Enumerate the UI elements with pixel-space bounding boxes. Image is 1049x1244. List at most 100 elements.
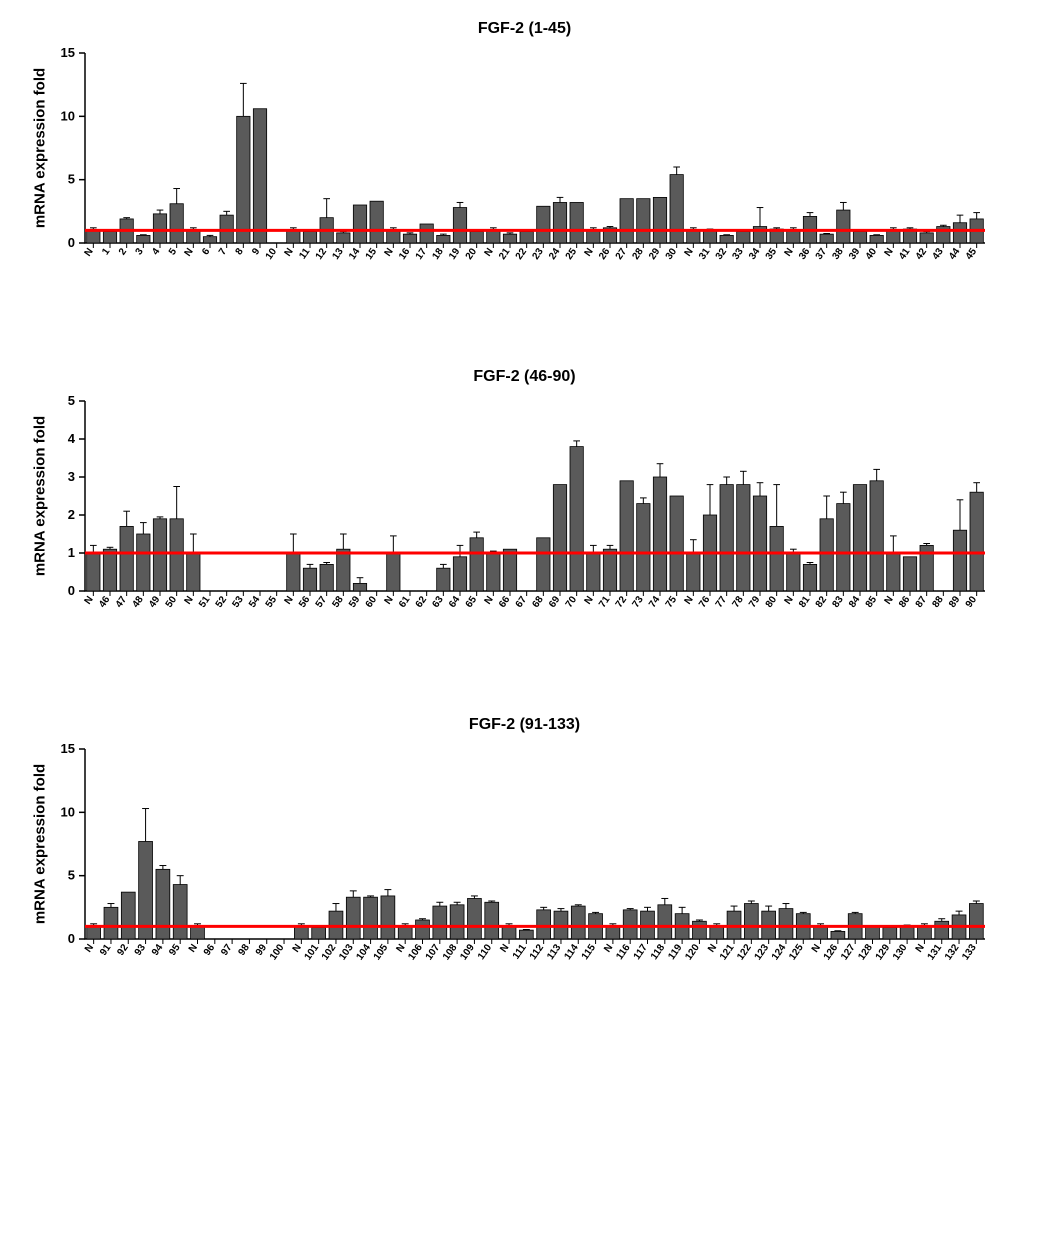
bar [103, 549, 116, 591]
bar [787, 553, 800, 591]
bar [737, 232, 750, 243]
x-tick-label: N [706, 942, 719, 954]
x-tick-label: N [583, 594, 596, 606]
x-tick-label: 92 [115, 942, 131, 958]
x-tick-label: N [183, 594, 196, 606]
y-tick-label: 5 [68, 868, 75, 883]
x-tick-label: 19 [447, 246, 463, 262]
bar [137, 534, 150, 591]
bar [337, 233, 350, 243]
x-tick-label: 80 [764, 594, 780, 610]
x-tick-label: 30 [664, 246, 680, 262]
bar [770, 526, 783, 591]
x-tick-label: 112 [528, 942, 547, 962]
x-tick-label: 73 [630, 594, 646, 610]
x-tick-label: 124 [770, 942, 789, 962]
x-tick-label: N [498, 942, 511, 954]
bar [153, 214, 166, 243]
x-tick-label: 83 [830, 594, 846, 610]
x-tick-label: 33 [730, 246, 746, 262]
bar [437, 235, 450, 243]
x-tick-label: 108 [441, 942, 460, 962]
x-tick-label: 27 [614, 246, 630, 262]
bar [416, 920, 430, 939]
bar [803, 564, 816, 591]
bar [502, 926, 516, 939]
x-tick-label: 69 [547, 594, 563, 610]
x-tick-label: 32 [714, 246, 730, 262]
bar [710, 926, 724, 939]
bar [487, 553, 500, 591]
x-tick-label: 8 [234, 246, 246, 257]
x-tick-label: N [383, 246, 396, 258]
bar [353, 205, 366, 243]
x-tick-label: 67 [514, 594, 530, 610]
x-tick-label: 99 [254, 942, 270, 958]
x-tick-label: 55 [264, 594, 280, 610]
y-tick-label: 15 [61, 48, 75, 60]
x-tick-label: N [283, 246, 296, 258]
x-tick-label: 2 [117, 246, 129, 257]
x-tick-label: 65 [464, 594, 480, 610]
bar [570, 202, 583, 243]
bar [153, 519, 166, 591]
chart3: FGF-2 (91-133)mRNA expression fold051015… [30, 716, 1019, 994]
x-tick-label: 53 [230, 594, 246, 610]
x-tick-label: 38 [830, 246, 846, 262]
x-tick-label: 71 [597, 594, 613, 610]
x-tick-label: 54 [247, 594, 263, 610]
x-tick-label: 95 [167, 942, 183, 958]
x-tick-label: N [810, 942, 823, 954]
bar [337, 549, 350, 591]
x-tick-label: 76 [697, 594, 713, 610]
x-tick-label: 109 [458, 942, 477, 962]
bar [303, 568, 316, 591]
bar [620, 481, 633, 591]
x-tick-label: 130 [891, 942, 910, 962]
x-tick-label: 116 [614, 942, 633, 962]
chart2: FGF-2 (46-90)mRNA expression fold012345N… [30, 368, 1019, 646]
bar [658, 905, 672, 939]
x-tick-label: 9 [250, 246, 262, 257]
x-tick-label: 91 [98, 942, 114, 958]
bar [653, 197, 666, 243]
bar [519, 930, 533, 939]
bar [779, 909, 793, 939]
bar [953, 223, 966, 243]
bar [900, 926, 914, 939]
x-tick-label: 39 [847, 246, 863, 262]
chart-svg: 051015N9192939495N96979899100N1011021031… [30, 744, 990, 994]
bar [87, 230, 100, 243]
bar [537, 538, 550, 591]
x-tick-label: N [83, 594, 96, 606]
bar [837, 210, 850, 243]
x-tick-label: 101 [303, 942, 322, 962]
bar [487, 230, 500, 243]
x-tick-label: 114 [562, 942, 581, 962]
x-tick-label: 59 [347, 594, 363, 610]
charts-container: FGF-2 (1-45)mRNA expression fold051015N1… [30, 20, 1019, 994]
x-tick-label: N [291, 942, 304, 954]
x-tick-label: 42 [914, 246, 930, 262]
bar [453, 208, 466, 243]
x-tick-label: N [602, 942, 615, 954]
x-tick-label: N [83, 942, 96, 954]
x-tick-label: 86 [897, 594, 913, 610]
y-tick-label: 10 [61, 108, 75, 123]
x-tick-label: 64 [447, 594, 463, 610]
bar [670, 496, 683, 591]
bar [753, 496, 766, 591]
bar [814, 926, 828, 939]
x-tick-label: 96 [202, 942, 218, 958]
x-tick-label: 5 [167, 246, 179, 257]
x-tick-label: N [783, 246, 796, 258]
x-tick-label: 110 [476, 942, 495, 962]
x-tick-label: 58 [330, 594, 346, 610]
bar [191, 926, 205, 939]
x-tick-label: 51 [197, 594, 213, 610]
x-tick-label: 118 [649, 942, 668, 962]
x-tick-label: N [783, 594, 796, 606]
x-tick-label: 75 [664, 594, 680, 610]
bar [887, 553, 900, 591]
bar [433, 906, 447, 939]
